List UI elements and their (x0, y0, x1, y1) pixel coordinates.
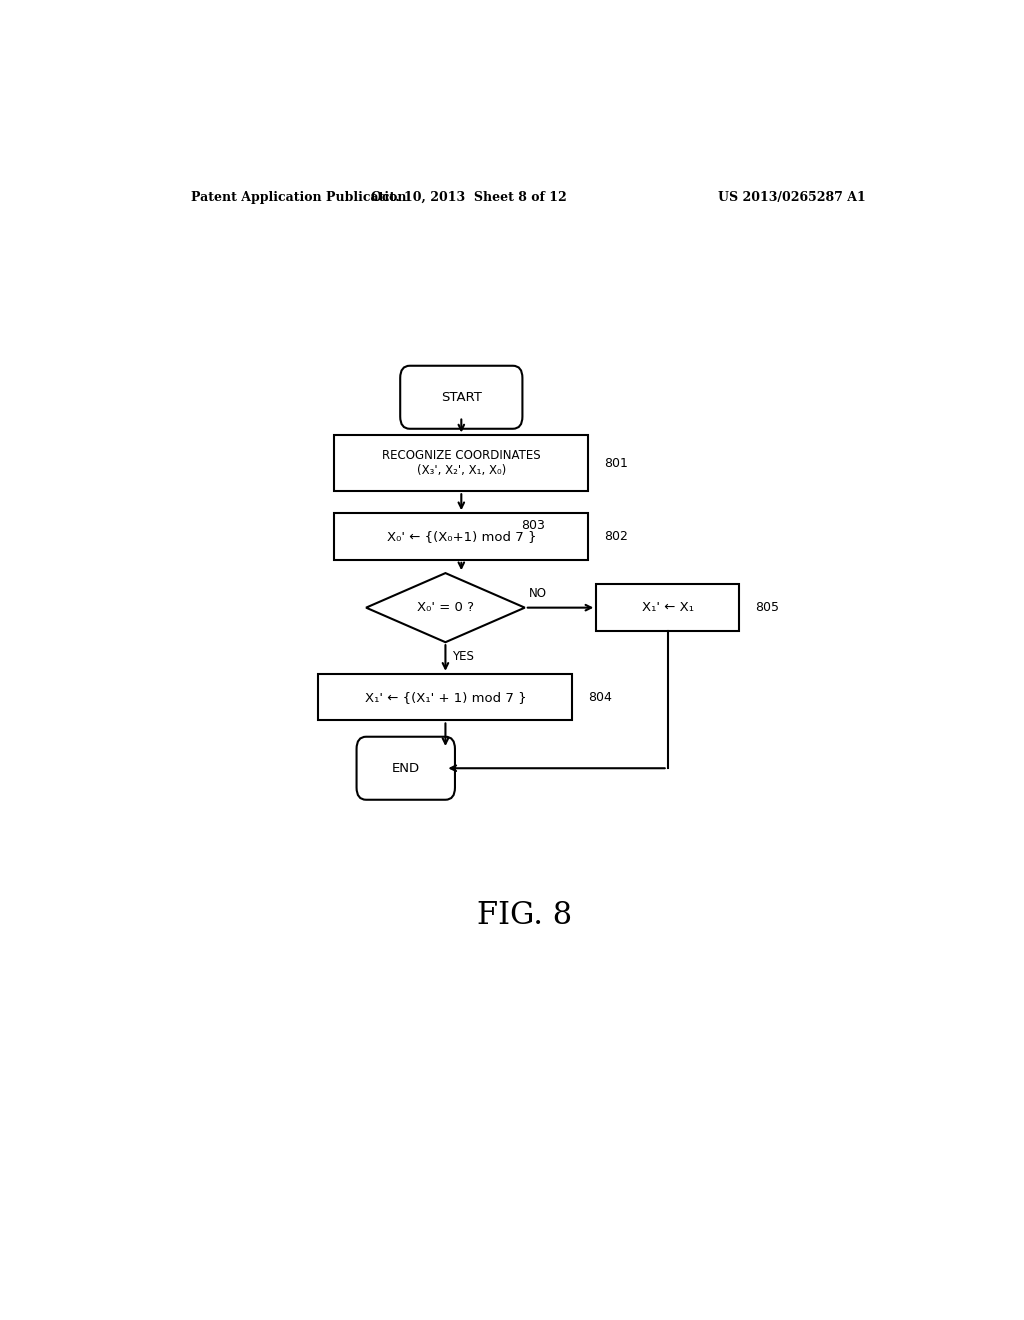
Text: 805: 805 (755, 601, 779, 614)
Text: RECOGNIZE COORDINATES
(X₃', X₂', X₁, X₀): RECOGNIZE COORDINATES (X₃', X₂', X₁, X₀) (382, 449, 541, 478)
Text: YES: YES (452, 651, 474, 664)
Text: X₀' ← {(X₀+1) mod 7 }: X₀' ← {(X₀+1) mod 7 } (387, 531, 536, 543)
Bar (596, 585, 739, 631)
Text: X₀' = 0 ?: X₀' = 0 ? (417, 601, 474, 614)
Text: FIG. 8: FIG. 8 (477, 900, 572, 931)
Text: 802: 802 (604, 531, 628, 543)
Text: X₁' ← X₁: X₁' ← X₁ (642, 601, 693, 614)
Text: X₁' ← {(X₁' + 1) mod 7 }: X₁' ← {(X₁' + 1) mod 7 } (365, 690, 526, 704)
Text: 803: 803 (521, 520, 545, 532)
Text: 801: 801 (604, 457, 628, 470)
Text: Oct. 10, 2013  Sheet 8 of 12: Oct. 10, 2013 Sheet 8 of 12 (372, 190, 567, 203)
FancyBboxPatch shape (356, 737, 455, 800)
Text: NO: NO (528, 586, 547, 599)
Bar (334, 436, 588, 491)
Bar (318, 673, 572, 721)
FancyBboxPatch shape (400, 366, 522, 429)
Text: END: END (392, 762, 420, 775)
Polygon shape (367, 573, 524, 643)
Text: Patent Application Publication: Patent Application Publication (191, 190, 407, 203)
Text: START: START (441, 391, 481, 404)
Bar (334, 513, 588, 560)
Text: 804: 804 (588, 690, 612, 704)
Text: US 2013/0265287 A1: US 2013/0265287 A1 (718, 190, 866, 203)
